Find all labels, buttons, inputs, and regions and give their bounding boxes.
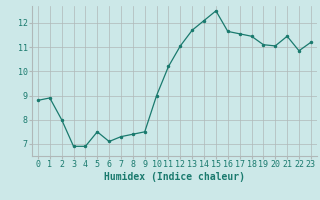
X-axis label: Humidex (Indice chaleur): Humidex (Indice chaleur) (104, 172, 245, 182)
